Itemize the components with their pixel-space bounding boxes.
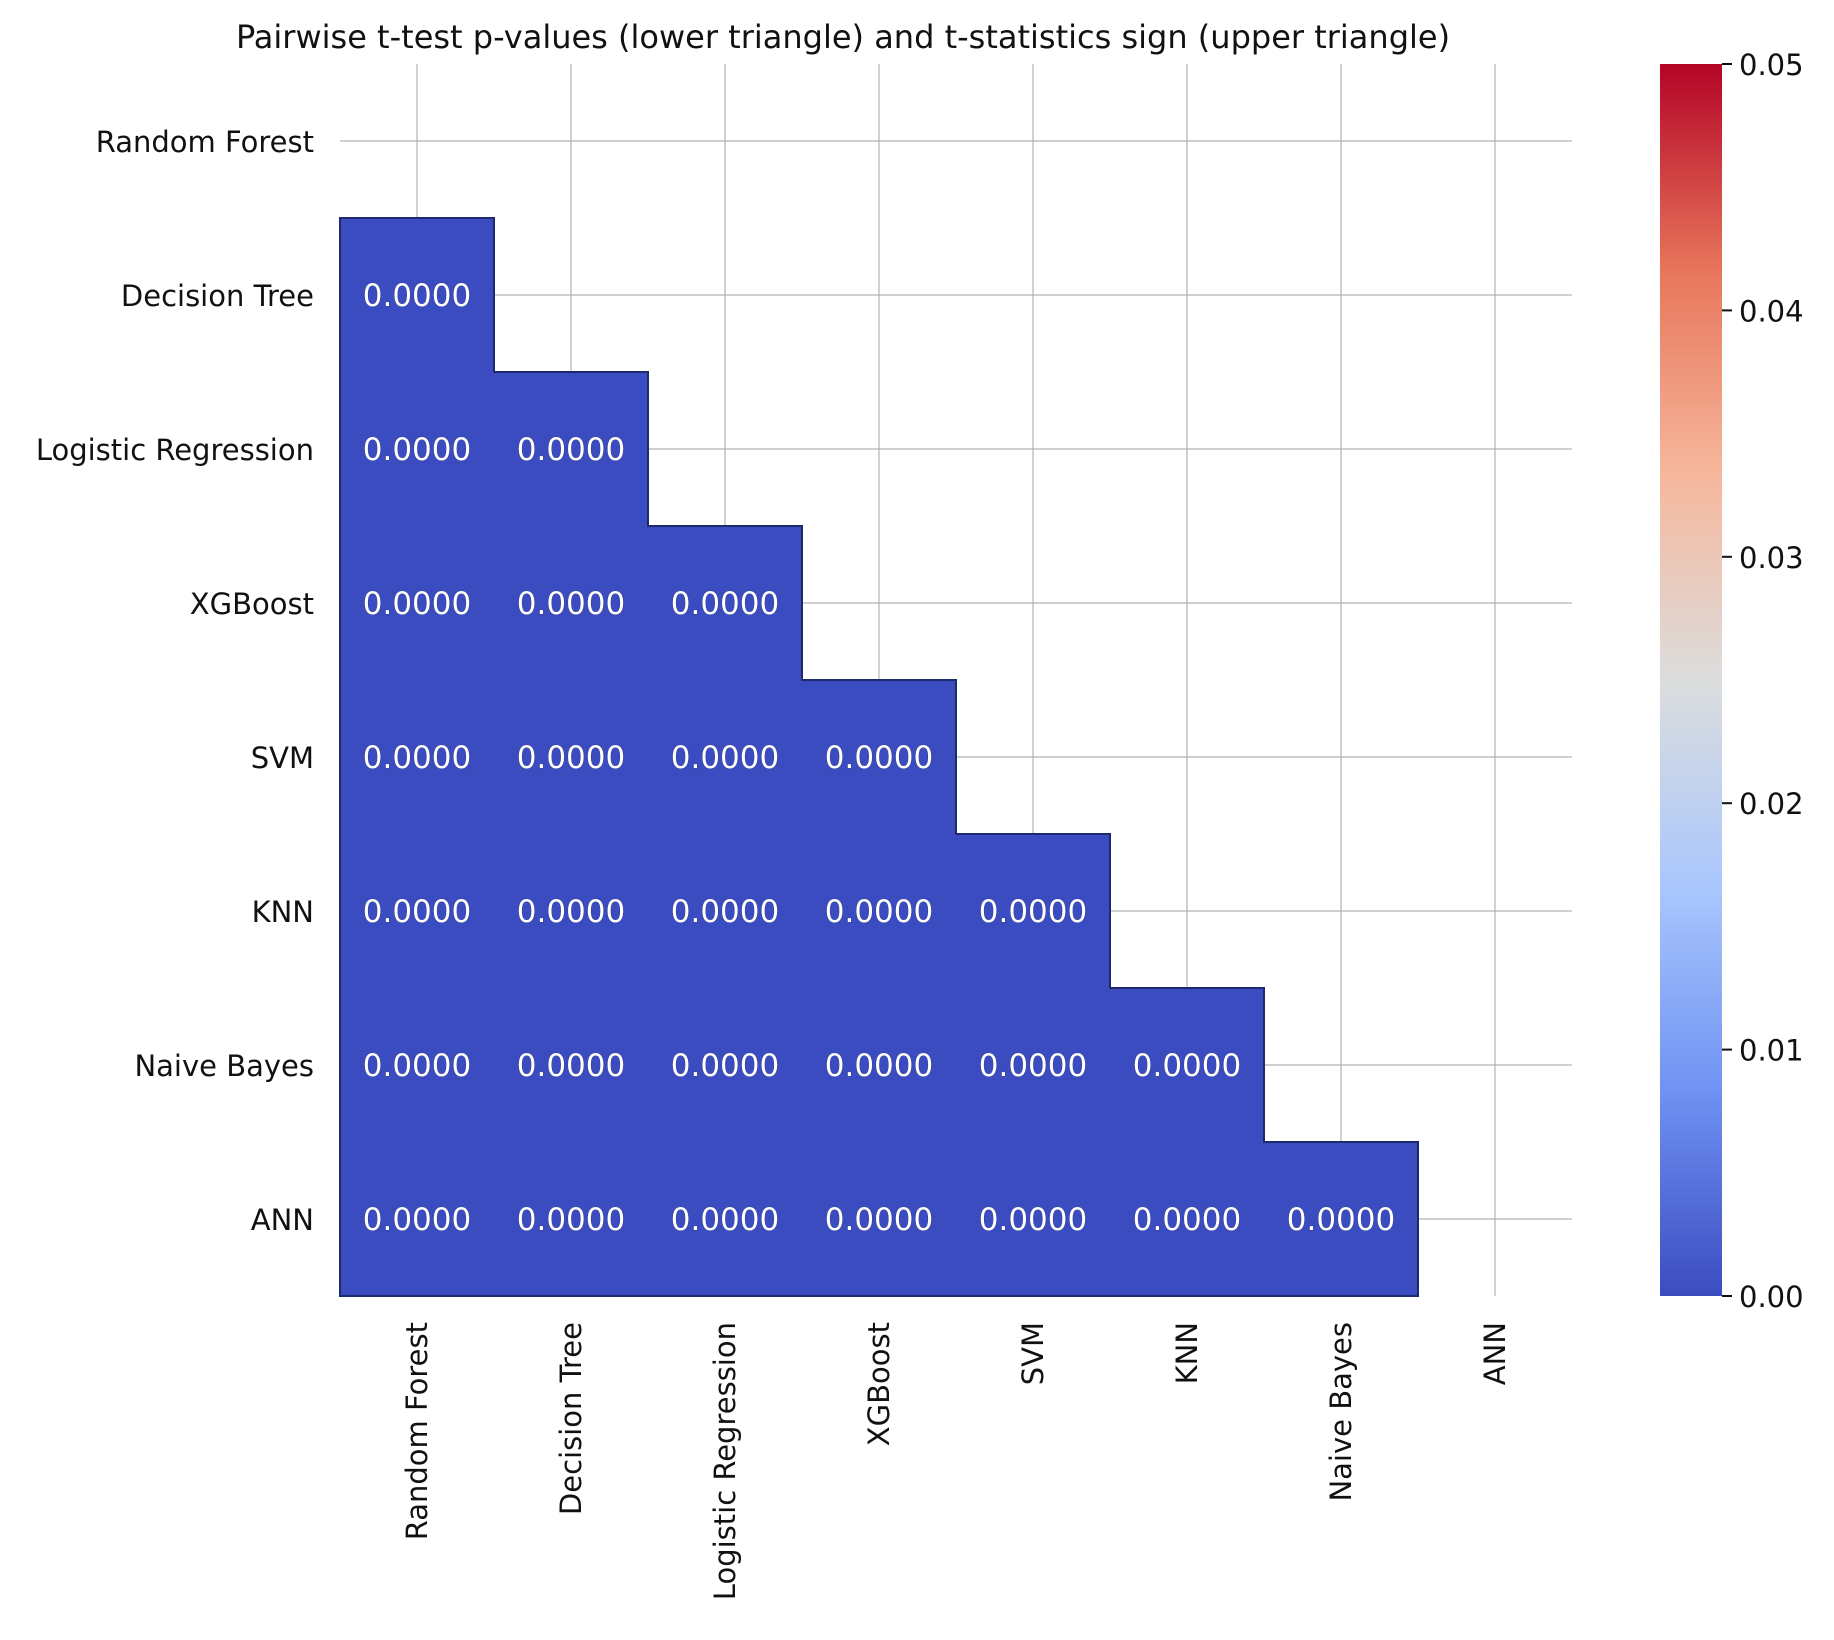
cell-value-label: 0.0000 — [825, 1202, 933, 1238]
heatmap-cell — [1110, 988, 1264, 1142]
colorbar-tick-label: 0.05 — [1739, 48, 1804, 82]
cell-value-label: 0.0000 — [671, 586, 779, 622]
cell-value-label: 0.0000 — [1133, 1202, 1241, 1238]
colorbar-gradient — [1660, 64, 1722, 1296]
row-tick-label: ANN — [251, 1203, 314, 1237]
cell-value-label: 0.0000 — [363, 740, 471, 776]
chart-title: Pairwise t-test p-values (lower triangle… — [236, 18, 1450, 56]
colorbar-tick-label: 0.03 — [1739, 541, 1804, 575]
heatmap-cell — [648, 680, 802, 834]
heatmap-cell — [494, 1142, 648, 1296]
column-tick-label: Random Forest — [400, 1322, 434, 1540]
cell-value-label: 0.0000 — [363, 1202, 471, 1238]
row-tick-label: SVM — [251, 741, 314, 775]
row-tick-label: Logistic Regression — [36, 433, 314, 467]
cell-value-label: 0.0000 — [979, 1048, 1087, 1084]
cell-value-label: 0.0000 — [671, 740, 779, 776]
cell-value-label: 0.0000 — [517, 1202, 625, 1238]
cell-value-label: 0.0000 — [671, 1048, 779, 1084]
column-tick-label: Decision Tree — [554, 1322, 588, 1515]
heatmap-cell — [340, 218, 494, 372]
cell-value-label: 0.0000 — [363, 432, 471, 468]
heatmap-outline — [339, 217, 1419, 1297]
heatmap-cell — [494, 834, 648, 988]
heatmap-cell — [802, 680, 956, 834]
colorbar-tick-label: 0.02 — [1739, 787, 1804, 821]
heatmap-cell — [956, 834, 1110, 988]
cell-value-label: 0.0000 — [671, 1202, 779, 1238]
row-tick-label: KNN — [252, 895, 314, 929]
heatmap-cell — [340, 680, 494, 834]
colorbar-tick-label: 0.01 — [1739, 1034, 1804, 1068]
heatmap-cell — [648, 988, 802, 1142]
heatmap-cell — [340, 1142, 494, 1296]
cell-value-label: 0.0000 — [363, 1048, 471, 1084]
cell-value-label: 0.0000 — [363, 278, 471, 314]
heatmap-cell — [802, 1142, 956, 1296]
row-tick-label: Random Forest — [96, 125, 314, 159]
row-tick-labels: Random Forest Decision Tree Logistic Regre… — [36, 125, 314, 1237]
heatmap-cell — [956, 988, 1110, 1142]
heatmap-cell — [1110, 1142, 1264, 1296]
row-tick-label: Decision Tree — [121, 279, 314, 313]
colorbar-tick-label: 0.04 — [1739, 294, 1804, 328]
heatmap-cell — [1264, 1142, 1418, 1296]
cell-value-label: 0.0000 — [825, 894, 933, 930]
cell-value-label: 0.0000 — [825, 1048, 933, 1084]
heatmap-cell — [340, 988, 494, 1142]
cell-value-label: 0.0000 — [517, 432, 625, 468]
colorbar: 0.00 0.01 0.02 0.03 0.04 0.05 — [1660, 48, 1804, 1314]
column-tick-label: Naive Bayes — [1324, 1322, 1358, 1502]
heatmap-cell — [494, 526, 648, 680]
column-tick-label: SVM — [1016, 1322, 1050, 1385]
heatmap-cell — [648, 834, 802, 988]
cell-value-label: 0.0000 — [671, 894, 779, 930]
heatmap-cell — [494, 680, 648, 834]
cell-value-label: 0.0000 — [517, 1048, 625, 1084]
cell-value-label: 0.0000 — [517, 586, 625, 622]
heatmap-cell — [956, 1142, 1110, 1296]
heatmap-cell — [340, 372, 494, 526]
column-tick-labels: Random Forest Decision Tree Logistic Regre… — [400, 1322, 1512, 1600]
heatmap-cell — [494, 372, 648, 526]
row-tick-label: XGBoost — [190, 587, 314, 621]
heatmap-cells — [339, 217, 1419, 1297]
column-tick-label: KNN — [1170, 1322, 1204, 1384]
cell-value-label: 0.0000 — [363, 586, 471, 622]
heatmap-cell — [802, 834, 956, 988]
heatmap-cell — [648, 1142, 802, 1296]
row-tick-label: Naive Bayes — [134, 1049, 314, 1083]
heatmap-cell — [340, 834, 494, 988]
cell-value-label: 0.0000 — [517, 740, 625, 776]
heatmap-cell — [494, 988, 648, 1142]
cell-value-label: 0.0000 — [1287, 1202, 1395, 1238]
colorbar-tick-label: 0.00 — [1739, 1280, 1804, 1314]
cell-value-label: 0.0000 — [979, 1202, 1087, 1238]
heatmap-cell — [802, 988, 956, 1142]
column-tick-label: ANN — [1478, 1322, 1512, 1385]
heatmap-cell — [340, 526, 494, 680]
cell-value-label: 0.0000 — [363, 894, 471, 930]
cell-value-label: 0.0000 — [517, 894, 625, 930]
column-tick-label: XGBoost — [862, 1322, 896, 1446]
heatmap-cell — [648, 526, 802, 680]
cell-value-label: 0.0000 — [1133, 1048, 1241, 1084]
cell-value-label: 0.0000 — [979, 894, 1087, 930]
column-tick-label: Logistic Regression — [708, 1322, 742, 1600]
cell-value-label: 0.0000 — [825, 740, 933, 776]
cell-annotations: 0.0000 0.0000 0.0000 0.0000 0.0000 0.0000 0.00… — [362, 278, 1395, 1239]
